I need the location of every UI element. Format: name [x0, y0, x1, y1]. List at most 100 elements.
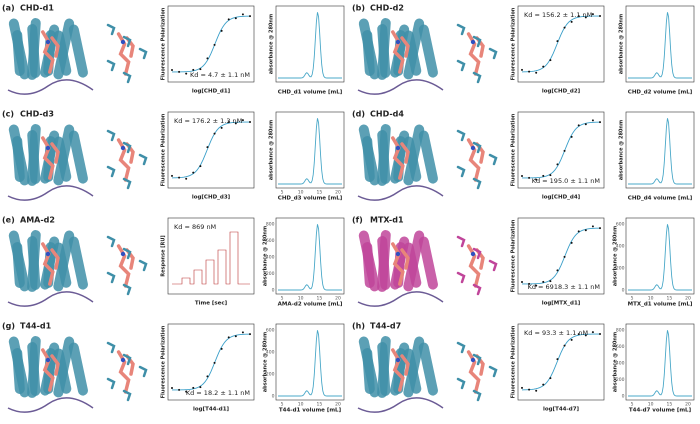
- protein-helix: [53, 136, 72, 182]
- sec-x-label: MTX_d1 volume [mL]: [628, 302, 693, 308]
- sec-plot-frame: [625, 217, 695, 295]
- fp-point: [178, 176, 181, 179]
- panel: (d) CHD-d4 Kd = 195.0 ± 1.1 nM log[CHD_d4] F…: [352, 110, 695, 202]
- protein-helix: [403, 242, 422, 288]
- protein-helix: [12, 30, 25, 76]
- sec-trace: [278, 12, 342, 79]
- sec-trace: [278, 224, 342, 291]
- fp-point: [234, 122, 237, 125]
- fp-point: [535, 71, 538, 74]
- fp-point: [549, 377, 552, 380]
- protein-helix: [403, 30, 422, 76]
- protein-helix: [403, 136, 422, 182]
- panel: (a) CHD-d1 Kd = 4.7 ± 1.1 nM log[CHD_d1] Flu…: [2, 4, 345, 96]
- protein-helix: [68, 130, 88, 184]
- protein-helix: [68, 24, 88, 78]
- ligand: [41, 30, 60, 74]
- residue: [122, 141, 132, 154]
- protein-loop: [357, 185, 444, 201]
- fp-fit-curve: [171, 121, 251, 179]
- fp-x-label: log[T44-d1]: [193, 407, 230, 413]
- fp-point: [227, 336, 230, 339]
- fp-point: [599, 15, 601, 18]
- sec-x-label: AMA-d2 volume [mL]: [278, 302, 343, 308]
- residue: [488, 259, 498, 272]
- sec-y-tick-label: 0: [622, 394, 625, 400]
- sec-y-tick-label: 600: [616, 344, 625, 350]
- fp-point: [535, 178, 538, 181]
- fp-point: [213, 132, 216, 135]
- protein-helix: [68, 342, 88, 396]
- fp-point: [192, 386, 195, 389]
- fp-point: [570, 338, 573, 341]
- panel-name: T44-d7: [370, 322, 401, 331]
- fp-point: [171, 174, 173, 177]
- ligand-atom: [120, 145, 126, 151]
- fp-x-label: log[MTX_d1]: [542, 301, 581, 307]
- fp-point: [591, 331, 594, 334]
- sec-x-tick-label: 5: [631, 402, 634, 408]
- kd-annotation: Kd = 195.0 ± 1.1 nM: [532, 177, 600, 185]
- protein-helix: [68, 236, 88, 290]
- protein-helix: [12, 136, 25, 182]
- sec-x-tick-label: 15: [316, 296, 322, 302]
- sec-trace: [278, 330, 342, 397]
- fp-point: [542, 383, 545, 386]
- fp-point: [220, 347, 223, 350]
- kd-annotation: Kd = 156.2 ± 1.1 nM: [524, 11, 592, 19]
- fp-y-label: Fluorescence Polarization: [511, 325, 517, 398]
- sec-x-label: CHD_d3 volume [mL]: [278, 196, 343, 202]
- panel-tag: (g): [2, 322, 15, 331]
- sec-trace: [278, 118, 342, 185]
- protein-helix: [418, 236, 438, 290]
- residue: [106, 129, 116, 142]
- sec-y-tick-label: 200: [266, 372, 275, 378]
- sec-plot-frame: [625, 111, 695, 189]
- ligand: [391, 136, 410, 180]
- sec-x-tick-label: 20: [335, 402, 341, 408]
- fp-point: [549, 174, 552, 177]
- panel-name: AMA-d2: [20, 216, 55, 225]
- fp-point: [549, 59, 552, 62]
- fp-y-label: Fluorescence Polarization: [161, 7, 167, 80]
- sec-y-tick-label: 0: [272, 394, 275, 400]
- fp-point: [563, 255, 566, 258]
- sec-x-label: CHD_d4 volume [mL]: [628, 196, 693, 202]
- ligand-atom: [45, 145, 51, 151]
- residue: [106, 377, 116, 390]
- protein-helix: [362, 348, 375, 394]
- fp-point: [563, 149, 566, 152]
- sec-x-tick-label: 20: [335, 190, 341, 196]
- sec-trace: [628, 118, 692, 185]
- sec-x-tick-label: 15: [316, 402, 322, 408]
- protein-loop: [357, 291, 444, 307]
- residue: [106, 341, 116, 354]
- ligand-atom: [470, 145, 476, 151]
- fp-plot-frame: [517, 111, 605, 189]
- kd-annotation: Kd = 6918.3 ± 1.1 nM: [528, 283, 600, 291]
- sec-y-tick-label: 600: [616, 222, 625, 228]
- residue: [472, 353, 482, 366]
- ligand: [41, 136, 60, 180]
- fp-point: [577, 333, 580, 336]
- sec-plot-frame: [275, 5, 345, 83]
- fp-point: [535, 389, 538, 392]
- sec-x-tick-label: 10: [298, 296, 304, 302]
- sec-y-label: absorbance @ 280nm: [619, 120, 625, 180]
- protein-helix: [12, 242, 25, 288]
- fp-point: [199, 165, 202, 168]
- fp-point: [556, 358, 559, 361]
- panel-name: MTX-d1: [370, 216, 404, 225]
- fp-point: [227, 121, 230, 124]
- residue: [106, 23, 116, 36]
- sec-y-label: absorbance @ 280nm: [263, 226, 269, 286]
- panel-name: CHD-d2: [370, 4, 404, 13]
- protein-loop: [7, 291, 94, 307]
- sec-x-label: T44-d7 volume [mL]: [629, 408, 692, 414]
- sec-y-label: absorbance @ 280nm: [613, 226, 619, 286]
- residue: [122, 247, 132, 260]
- panel: (g) T44-d1 Kd = 18.2 ± 1.1 nM log[T44-d1] Fl…: [2, 322, 345, 414]
- fp-point: [213, 43, 216, 46]
- fp-point: [556, 40, 559, 43]
- sec-plot-frame: [275, 111, 345, 189]
